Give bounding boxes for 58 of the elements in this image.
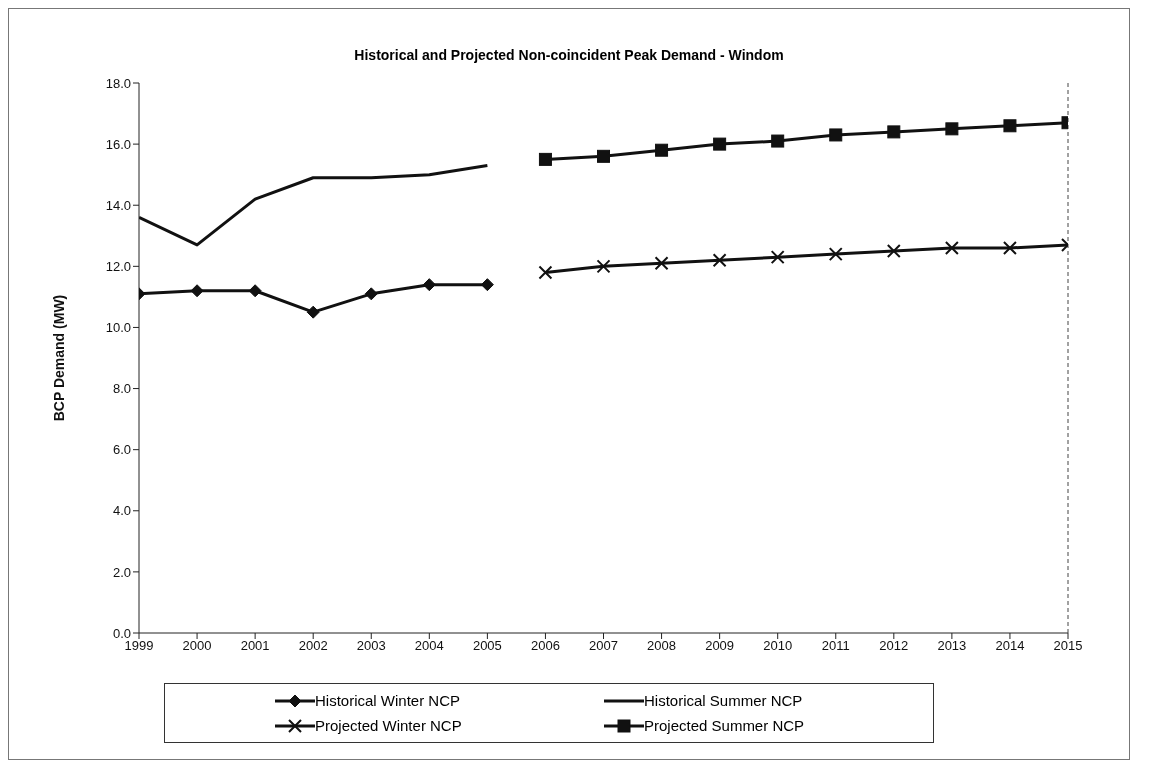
point xyxy=(597,149,610,163)
x-tick-label: 2005 xyxy=(472,638,502,654)
point xyxy=(655,143,669,157)
x-tick-label: 2008 xyxy=(647,638,677,654)
point xyxy=(422,278,436,292)
y-tick-label: 8.0 xyxy=(112,381,131,397)
point xyxy=(829,128,843,142)
y-tick-label: 10.0 xyxy=(105,320,131,336)
x-tick-label: 2001 xyxy=(240,638,270,654)
point xyxy=(654,256,669,271)
point xyxy=(770,250,785,265)
x-tick-label: 2000 xyxy=(182,638,212,654)
point xyxy=(190,284,204,298)
x-tick-label: 2009 xyxy=(705,638,735,654)
point xyxy=(596,259,611,274)
y-tick-label: 4.0 xyxy=(112,503,131,519)
x-tick-label: 2014 xyxy=(995,638,1025,654)
point xyxy=(364,287,378,301)
x-tick-label: 2006 xyxy=(530,638,560,654)
x-tick-label: 2012 xyxy=(879,638,909,654)
x-tick-label: 2007 xyxy=(589,638,618,654)
point xyxy=(887,125,901,139)
x-tick-label: 1999 xyxy=(124,638,154,654)
y-tick-label: 0.0 xyxy=(112,625,131,641)
point xyxy=(828,247,843,262)
point xyxy=(713,137,727,151)
point xyxy=(480,278,494,292)
point xyxy=(538,152,552,166)
legend-label: Projected Summer NCP xyxy=(644,717,805,734)
point xyxy=(1002,241,1017,255)
legend-label: Projected Winter NCP xyxy=(315,717,462,734)
line-series xyxy=(139,164,489,247)
y-tick-label: 14.0 xyxy=(105,197,131,213)
point xyxy=(538,265,553,280)
point xyxy=(944,241,959,255)
x-tick-label: 2004 xyxy=(414,638,444,654)
x-tick-label: 2002 xyxy=(298,638,328,654)
legend-label: Historical Winter NCP xyxy=(315,692,461,709)
chart-title: Historical and Projected Non-coincident Peak Demand - Windom xyxy=(353,46,785,63)
x-tick-label: 2003 xyxy=(356,638,386,654)
point xyxy=(945,122,959,136)
x-tick-label: 2011 xyxy=(821,638,850,654)
legend-label: Historical Summer NCP xyxy=(644,692,803,709)
point xyxy=(306,305,320,319)
point xyxy=(1003,119,1017,133)
y-tick-label: 2.0 xyxy=(112,564,131,580)
point xyxy=(886,244,901,259)
x-tick-label: 2015 xyxy=(1053,638,1083,654)
y-tick-label: 6.0 xyxy=(112,442,131,458)
point xyxy=(771,134,785,148)
point xyxy=(712,253,727,268)
x-tick-label: 2010 xyxy=(763,638,793,654)
x-tick-label: 2013 xyxy=(937,638,967,654)
y-tick-label: 18.0 xyxy=(105,75,131,91)
y-tick-label: 12.0 xyxy=(105,258,131,274)
y-axis-title: BCP Demand (MW) xyxy=(50,294,67,422)
y-tick-label: 16.0 xyxy=(105,136,131,152)
point xyxy=(248,284,262,298)
